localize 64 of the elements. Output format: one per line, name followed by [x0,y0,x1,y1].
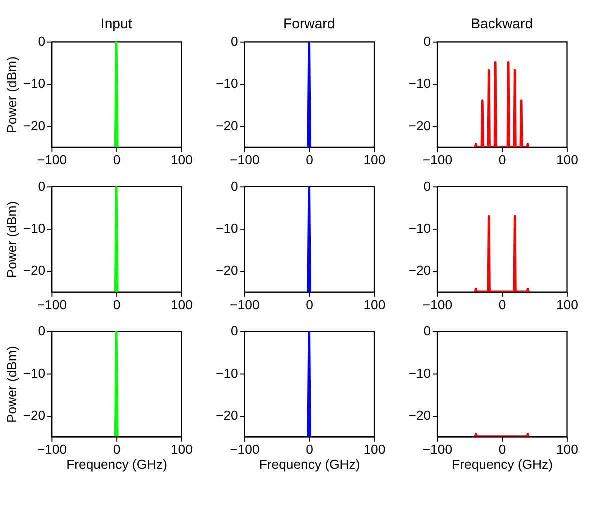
y-tick-label: −20 [408,263,432,278]
x-tick-label: 100 [556,152,578,168]
x-axis-title: Frequency (GHz) [452,457,554,472]
x-tick-label: 0 [306,442,314,458]
y-axis-title: Power (dBm) [4,56,20,134]
x-axis-title: Frequency (GHz) [66,457,168,472]
x-tick-label: 100 [170,152,193,168]
x-tick-label: −100 [422,152,453,168]
x-tick-label: 0 [113,297,121,312]
y-tick-label: −10 [23,221,46,236]
y-tick-label: −20 [23,263,46,278]
y-tick-label: −20 [408,118,432,134]
y-tick-label: 0 [38,178,46,194]
y-tick-label: −20 [216,263,238,278]
x-tick-label: −100 [230,442,260,458]
y-tick-label: −20 [23,408,46,423]
y-tick-label: −10 [216,76,238,92]
line-series [474,61,530,148]
y-tick-label: 0 [424,324,432,339]
chart-title: Backward [471,16,534,32]
x-tick-label: 0 [498,152,506,168]
x-tick-label: −100 [230,152,260,168]
y-tick-label: −10 [216,221,238,236]
y-tick-label: −20 [216,118,238,134]
y-tick-label: 0 [231,34,238,50]
y-tick-label: −20 [23,118,46,134]
y-tick-label: 0 [424,34,432,50]
chart-title: Forward [283,16,336,32]
x-tick-label: 0 [113,442,121,458]
x-tick-label: 0 [498,297,506,312]
y-tick-label: −10 [408,366,432,381]
x-tick-label: 0 [498,442,506,458]
y-tick-label: 0 [231,324,238,339]
x-tick-label: 100 [170,297,193,312]
y-tick-label: 0 [424,178,432,194]
y-tick-label: −20 [216,408,238,423]
x-tick-label: 100 [364,442,386,458]
y-tick-label: −20 [408,408,432,423]
x-tick-label: 100 [364,152,386,168]
x-tick-label: 100 [556,442,578,458]
y-tick-label: −10 [23,76,46,92]
x-axis-title: Frequency (GHz) [259,457,360,472]
x-tick-label: −100 [37,152,68,168]
y-tick-label: −10 [23,366,46,381]
chart-title: Input [100,16,132,32]
y-tick-label: −10 [408,76,432,92]
x-tick-label: −100 [37,297,68,312]
y-tick-label: 0 [231,178,238,194]
x-tick-label: 100 [364,297,386,312]
x-tick-label: 100 [170,442,193,458]
x-tick-label: −100 [422,297,453,312]
y-tick-label: −10 [408,221,432,236]
x-tick-label: 0 [113,152,121,168]
y-tick-label: 0 [38,324,46,339]
x-tick-label: −100 [37,442,68,458]
y-tick-label: −10 [216,366,238,381]
x-tick-label: −100 [422,442,453,458]
x-tick-label: 100 [556,297,578,312]
x-tick-label: −100 [230,297,260,312]
y-axis-title: Power (dBm) [4,346,20,423]
y-tick-label: 0 [38,34,46,50]
x-tick-label: 0 [306,297,314,312]
y-axis-title: Power (dBm) [4,201,20,278]
x-tick-label: 0 [306,152,314,168]
